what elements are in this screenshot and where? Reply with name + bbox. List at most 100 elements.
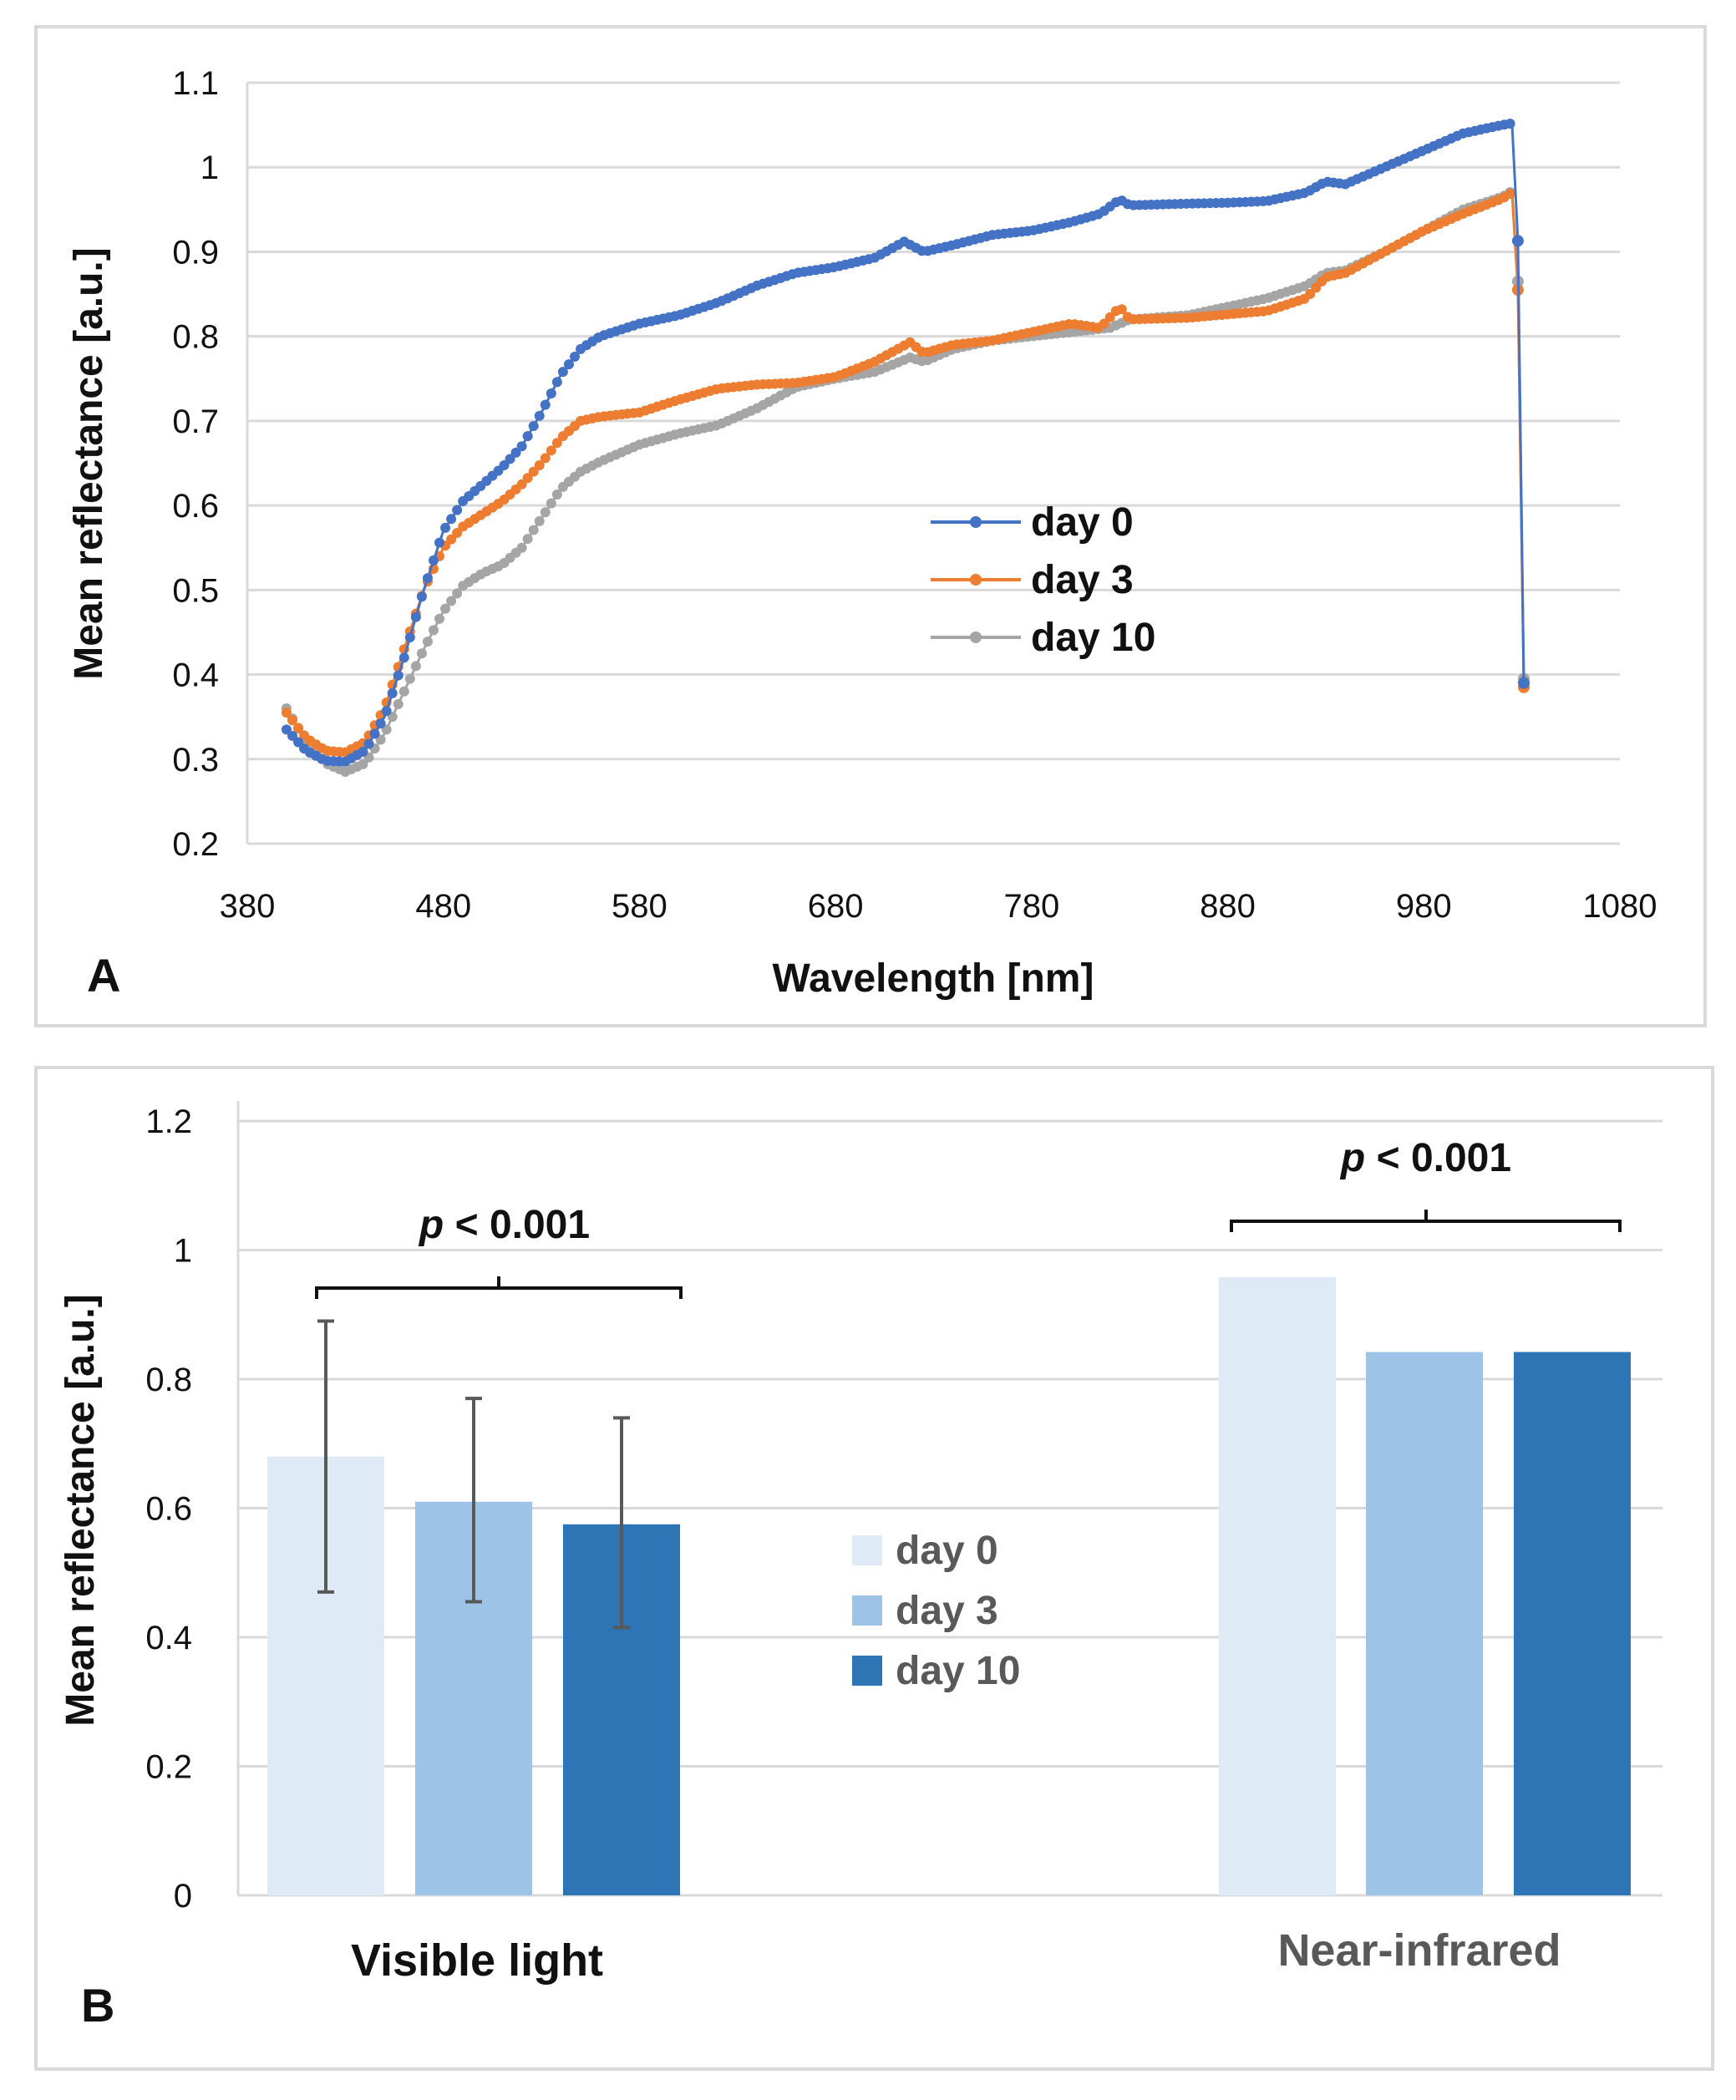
data-point — [434, 537, 445, 548]
legend-item: day 10 — [852, 1649, 1020, 1693]
y-tick-label: 0 — [174, 1878, 192, 1915]
svg-text:p < 0.001: p < 0.001 — [418, 1203, 590, 1247]
panel-b-y-ticks: 0 0.2 0.4 0.6 0.8 1 1.2 — [145, 1103, 192, 1915]
data-point — [422, 573, 433, 584]
data-point — [569, 351, 580, 362]
data-point — [404, 632, 415, 643]
data-point — [551, 438, 562, 449]
data-point — [363, 738, 374, 749]
bar-day-10 — [1514, 1352, 1631, 1895]
data-point — [528, 420, 539, 431]
data-point — [534, 410, 545, 421]
significance-bracket-nir: p < 0.001 — [1230, 1136, 1622, 1232]
legend-item: day 3 — [852, 1589, 998, 1633]
legend-item: day 10 — [931, 616, 1155, 660]
data-point — [375, 718, 386, 729]
data-point — [287, 730, 297, 741]
legend-label: day 0 — [896, 1529, 998, 1573]
data-point — [551, 377, 562, 388]
data-point — [1305, 289, 1316, 300]
data-point — [1505, 189, 1515, 200]
legend-swatch — [852, 1656, 882, 1686]
data-point — [358, 758, 368, 769]
y-tick-label: 0.4 — [145, 1620, 192, 1656]
data-point — [522, 473, 533, 484]
y-tick-label: 0.6 — [172, 488, 219, 525]
panel-a-label: A — [87, 949, 120, 1002]
data-point — [1311, 282, 1322, 293]
panel-a-x-axis-title: Wavelength [nm] — [773, 956, 1094, 1001]
y-tick-label: 0.8 — [145, 1362, 192, 1398]
legend-marker — [970, 516, 982, 528]
x-tick-label: 1080 — [1583, 888, 1657, 925]
legend-swatch — [852, 1535, 882, 1565]
panel-b-bars — [267, 1276, 1631, 1895]
panel-b-legend: day 0 day 3 day 10 — [852, 1529, 1020, 1693]
data-point — [522, 534, 533, 545]
panel-a-y-axis-title: Mean reflectance [a.u.] — [67, 247, 111, 680]
x-tick-label: 980 — [1396, 888, 1452, 925]
bar-day-0 — [1219, 1276, 1336, 1895]
legend-label: day 3 — [1031, 558, 1134, 602]
data-point — [546, 498, 556, 509]
x-tick-label: 380 — [220, 888, 276, 925]
legend-label: day 3 — [896, 1589, 998, 1633]
data-point — [452, 505, 463, 515]
data-point — [369, 728, 380, 739]
data-point — [1116, 304, 1127, 315]
series-line — [285, 121, 1525, 763]
data-point — [510, 447, 521, 458]
legend-marker — [970, 632, 982, 643]
p-symbol: p — [418, 1203, 444, 1247]
data-point — [410, 611, 421, 622]
y-tick-label: 0.2 — [172, 826, 219, 863]
y-tick-label: 0.9 — [172, 234, 219, 271]
data-point — [387, 687, 398, 698]
legend-label: day 10 — [896, 1649, 1020, 1693]
data-point — [528, 466, 539, 477]
category-label-visible: Visible light — [351, 1935, 603, 1986]
legend-marker — [970, 574, 982, 586]
data-point — [540, 507, 551, 518]
y-tick-label: 1 — [201, 150, 219, 186]
data-point — [540, 399, 551, 410]
data-point — [534, 460, 545, 471]
data-point — [287, 715, 297, 726]
y-tick-label: 0.5 — [172, 572, 219, 609]
data-point — [358, 746, 368, 757]
data-point — [452, 588, 463, 599]
data-point — [293, 723, 304, 733]
panel-a-frame — [34, 25, 1707, 1027]
data-point — [434, 613, 445, 624]
data-point — [381, 706, 392, 717]
data-point — [398, 686, 409, 697]
y-tick-label: 0.6 — [145, 1491, 192, 1528]
legend-label: day 0 — [1031, 500, 1134, 545]
y-tick-label: 1 — [174, 1233, 192, 1270]
data-point — [557, 367, 568, 378]
y-tick-label: 0.7 — [172, 403, 219, 440]
data-point — [1099, 318, 1109, 329]
data-point — [1104, 312, 1115, 322]
data-point — [546, 388, 556, 398]
panel-a-series — [281, 118, 1530, 777]
panel-a-legend: day 0 day 3 day 10 — [931, 500, 1155, 660]
series-day-3 — [281, 189, 1530, 758]
data-point — [446, 514, 457, 525]
y-tick-label: 1.1 — [172, 65, 219, 102]
panel-a-gridlines — [247, 81, 1620, 845]
data-point — [516, 542, 527, 553]
data-point — [293, 737, 304, 748]
x-tick-label: 680 — [808, 888, 864, 925]
data-point — [398, 652, 409, 663]
y-tick-label: 0.3 — [172, 742, 219, 779]
data-point — [440, 522, 451, 533]
data-point — [534, 515, 545, 526]
x-tick-label: 780 — [1003, 888, 1059, 925]
x-tick-label: 480 — [415, 888, 471, 925]
error-bar — [317, 1319, 334, 1594]
data-point — [499, 460, 510, 471]
data-point — [1517, 677, 1530, 689]
data-point — [516, 479, 527, 489]
data-point — [516, 441, 527, 452]
